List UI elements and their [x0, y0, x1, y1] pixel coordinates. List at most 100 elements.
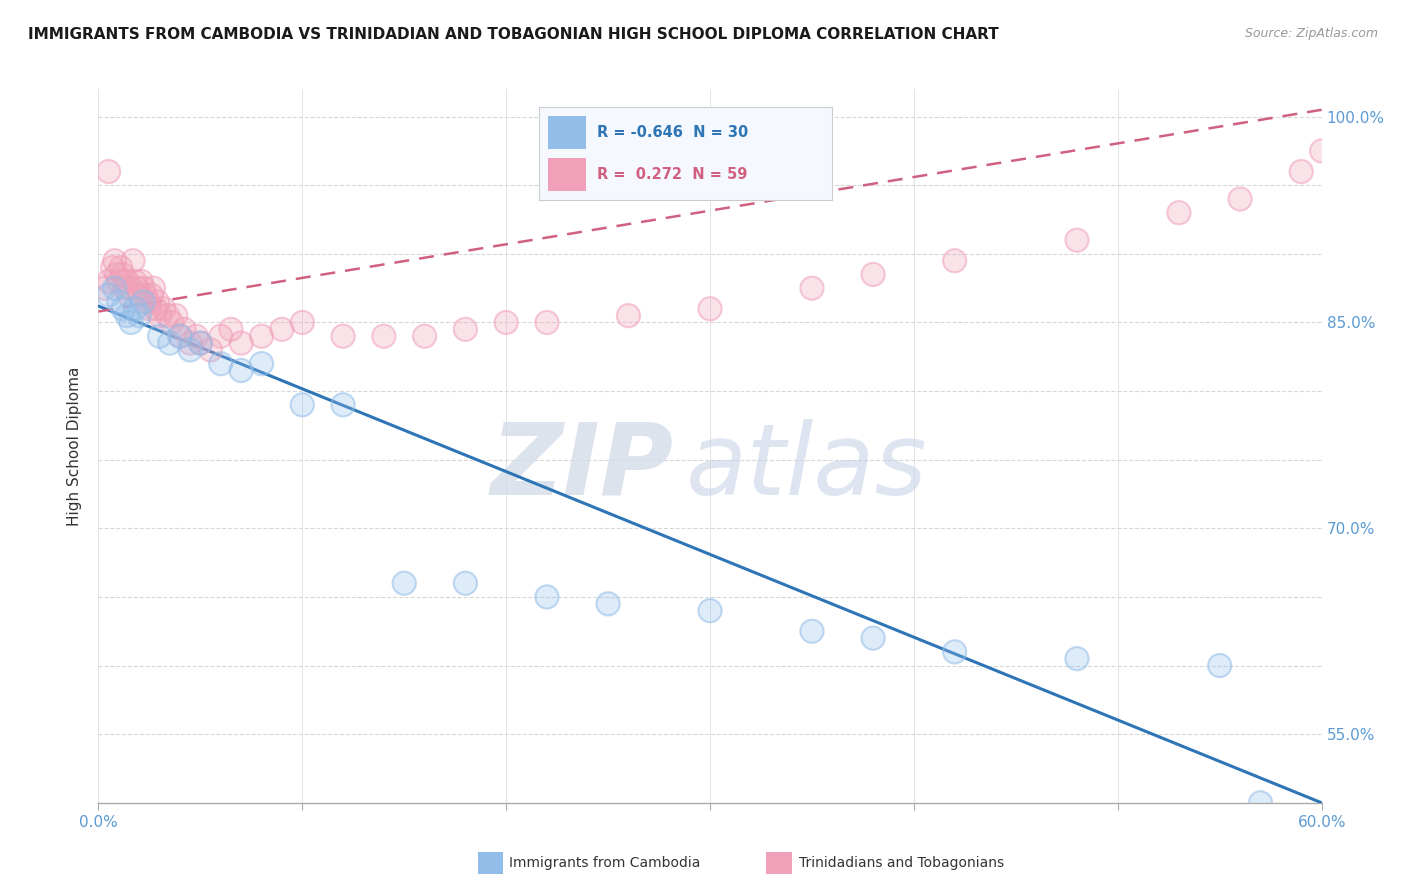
Point: [122, 253, 145, 268]
Point: [142, 281, 165, 295]
Point: [124, 301, 146, 316]
Point: [134, 288, 156, 302]
Point: [120, 316, 142, 330]
Point: [536, 316, 558, 330]
Point: [142, 281, 165, 295]
Point: [138, 301, 160, 316]
Point: [120, 281, 142, 295]
Point: [169, 329, 191, 343]
Point: [108, 274, 131, 288]
Point: [132, 281, 155, 295]
Point: [145, 301, 167, 316]
Point: [169, 329, 191, 343]
Point: [598, 597, 620, 611]
Point: [127, 281, 149, 295]
Point: [536, 590, 558, 604]
Point: [110, 260, 132, 275]
Point: [104, 281, 127, 295]
Point: [115, 274, 138, 288]
Point: [801, 281, 824, 295]
Point: [231, 336, 253, 351]
Point: [128, 309, 150, 323]
Point: [862, 631, 884, 645]
Point: [801, 624, 824, 639]
Point: [104, 253, 127, 268]
Point: [373, 329, 395, 343]
Point: [115, 309, 138, 323]
Point: [156, 309, 179, 323]
Point: [209, 357, 232, 371]
Point: [270, 322, 294, 336]
Point: [145, 301, 167, 316]
Point: [186, 329, 208, 343]
Point: [617, 309, 640, 323]
Point: [231, 336, 253, 351]
Point: [136, 294, 159, 309]
Point: [120, 281, 142, 295]
Point: [146, 294, 169, 309]
Point: [200, 343, 222, 357]
Point: [291, 316, 314, 330]
Point: [392, 576, 416, 591]
Point: [536, 316, 558, 330]
Point: [108, 274, 131, 288]
Point: [93, 281, 115, 295]
Point: [120, 316, 142, 330]
Point: [165, 309, 187, 323]
Point: [699, 301, 721, 316]
Point: [250, 357, 273, 371]
Point: [159, 336, 181, 351]
Point: [1229, 192, 1251, 206]
Point: [138, 301, 160, 316]
Point: [495, 316, 517, 330]
Point: [250, 329, 273, 343]
Point: [146, 294, 169, 309]
Point: [93, 281, 115, 295]
Point: [141, 288, 163, 302]
Point: [617, 309, 640, 323]
Point: [111, 268, 134, 282]
Point: [188, 336, 212, 351]
Point: [179, 343, 201, 357]
Point: [231, 363, 253, 377]
Point: [132, 294, 155, 309]
Point: [332, 329, 354, 343]
Point: [1209, 658, 1232, 673]
Point: [291, 398, 314, 412]
Point: [373, 329, 395, 343]
Point: [152, 301, 174, 316]
Point: [699, 604, 721, 618]
Point: [188, 336, 212, 351]
Point: [124, 274, 146, 288]
Point: [1066, 233, 1088, 247]
Point: [104, 253, 127, 268]
Point: [454, 576, 477, 591]
Point: [97, 274, 120, 288]
Point: [115, 274, 138, 288]
Point: [209, 357, 232, 371]
Point: [156, 309, 179, 323]
Point: [1209, 658, 1232, 673]
Point: [97, 164, 120, 178]
Point: [495, 316, 517, 330]
Point: [270, 322, 294, 336]
Point: [165, 309, 187, 323]
Point: [536, 590, 558, 604]
Point: [97, 274, 120, 288]
Text: Immigrants from Cambodia: Immigrants from Cambodia: [509, 856, 700, 871]
Point: [104, 281, 127, 295]
Point: [332, 329, 354, 343]
Point: [152, 301, 174, 316]
Point: [1291, 164, 1313, 178]
Point: [111, 301, 134, 316]
Point: [114, 281, 136, 295]
Point: [413, 329, 436, 343]
Point: [149, 309, 172, 323]
Point: [97, 288, 120, 302]
Point: [1310, 144, 1333, 158]
Point: [129, 274, 152, 288]
Point: [111, 301, 134, 316]
Point: [149, 309, 172, 323]
Point: [1167, 205, 1189, 219]
Point: [132, 294, 155, 309]
